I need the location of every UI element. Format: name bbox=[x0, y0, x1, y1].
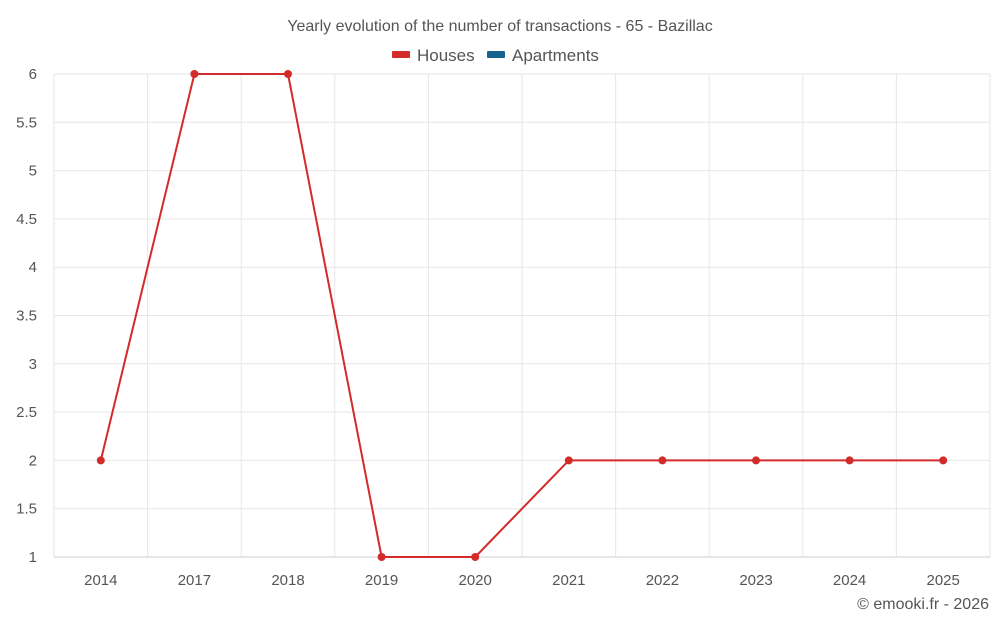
legend-swatch-apartments bbox=[487, 51, 505, 58]
x-axis-ticks: 2014 2017 2018 2019 2020 2021 2022 2023 2024 2025 bbox=[84, 572, 960, 589]
x-tick-label: 2024 bbox=[833, 572, 866, 589]
x-tick-label: 2023 bbox=[739, 572, 772, 589]
x-tick-label: 2020 bbox=[459, 572, 492, 589]
x-tick-label: 2018 bbox=[271, 572, 304, 589]
legend-item-houses[interactable]: Houses bbox=[392, 46, 475, 65]
y-tick-label: 3.5 bbox=[16, 308, 37, 325]
y-tick-label: 1 bbox=[29, 549, 37, 566]
series-lines bbox=[99, 73, 944, 558]
data-point-houses[interactable] bbox=[377, 553, 386, 561]
y-tick-label: 3 bbox=[29, 356, 37, 373]
y-tick-label: 4.5 bbox=[16, 211, 37, 228]
chart-title: Yearly evolution of the number of transa… bbox=[287, 18, 712, 35]
data-point-houses[interactable] bbox=[471, 553, 480, 561]
series-points bbox=[96, 70, 948, 561]
legend-label-apartments: Apartments bbox=[512, 46, 599, 65]
series-line-houses bbox=[99, 73, 944, 558]
legend-item-apartments[interactable]: Apartments bbox=[487, 46, 599, 65]
data-point-houses[interactable] bbox=[96, 456, 105, 465]
y-tick-label: 6 bbox=[29, 66, 37, 83]
x-tick-label: 2022 bbox=[646, 572, 679, 589]
x-tick-label: 2021 bbox=[552, 572, 585, 589]
y-axis-ticks: 1 1.5 2 2.5 3 3.5 4 4.5 5 5.5 6 bbox=[16, 66, 37, 566]
data-point-houses[interactable] bbox=[190, 70, 199, 78]
data-point-houses[interactable] bbox=[658, 456, 667, 465]
credit-text: © emooki.fr - 2026 bbox=[857, 596, 989, 613]
y-tick-label: 4 bbox=[29, 259, 37, 276]
y-tick-label: 2 bbox=[29, 452, 37, 469]
x-tick-label: 2019 bbox=[365, 572, 398, 589]
data-point-houses[interactable] bbox=[845, 456, 854, 465]
legend-label-houses: Houses bbox=[417, 46, 475, 65]
data-point-houses[interactable] bbox=[284, 70, 292, 78]
y-tick-label: 2.5 bbox=[16, 404, 37, 421]
legend: Houses Apartments bbox=[392, 46, 599, 65]
data-point-houses[interactable] bbox=[752, 456, 760, 465]
y-tick-label: 5 bbox=[29, 163, 37, 180]
x-tick-label: 2017 bbox=[178, 572, 211, 589]
y-tick-label: 1.5 bbox=[16, 501, 37, 518]
data-point-houses[interactable] bbox=[939, 456, 948, 465]
y-tick-label: 5.5 bbox=[16, 114, 37, 131]
legend-swatch-houses bbox=[392, 51, 410, 58]
x-tick-label: 2025 bbox=[927, 572, 960, 589]
x-tick-label: 2014 bbox=[84, 572, 117, 589]
data-point-houses[interactable] bbox=[564, 456, 573, 465]
